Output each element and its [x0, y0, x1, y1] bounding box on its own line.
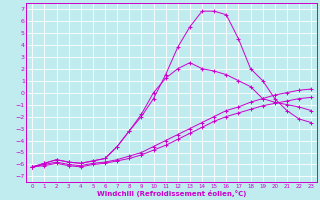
X-axis label: Windchill (Refroidissement éolien,°C): Windchill (Refroidissement éolien,°C): [97, 190, 246, 197]
